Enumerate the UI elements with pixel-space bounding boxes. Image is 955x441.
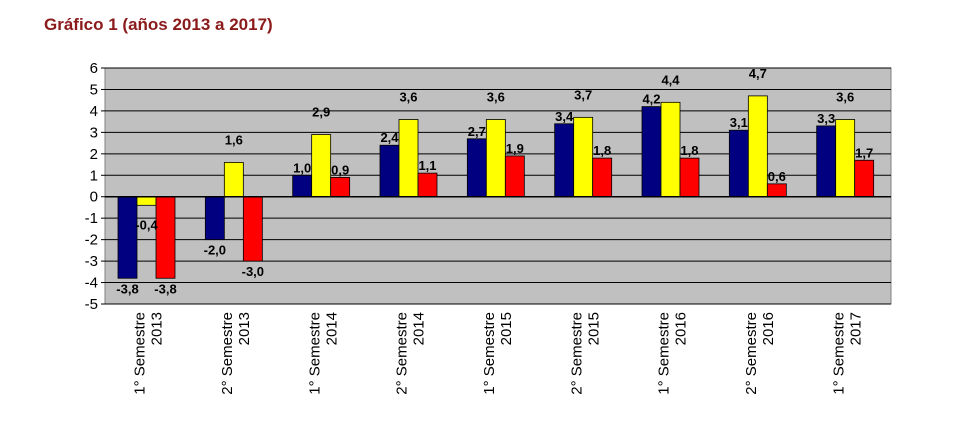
chart-title: Gráfico 1 (años 2013 a 2017) bbox=[44, 15, 273, 34]
data-label: 1,1 bbox=[418, 158, 436, 173]
bar bbox=[747, 95, 768, 198]
data-labels: -3,8 -2,0 1,0 2,4 2,7 3,4 4,2 3,1 3,3 -0,4 1,6 2,9 3… bbox=[116, 66, 873, 296]
data-label: -3,8 bbox=[116, 281, 138, 296]
bar bbox=[728, 129, 749, 198]
data-label: 3,7 bbox=[574, 87, 592, 102]
bar bbox=[292, 174, 313, 198]
y-tick-label: 0 bbox=[90, 189, 98, 206]
y-tick-label: 3 bbox=[90, 124, 98, 141]
category-line-2: 2013 bbox=[236, 312, 253, 345]
category-line-2: 2014 bbox=[411, 312, 428, 345]
data-label: 3,6 bbox=[487, 89, 505, 104]
category-line-2: 2017 bbox=[847, 312, 864, 345]
data-label: 4,7 bbox=[749, 66, 767, 81]
category-label: 1° Semestre 2015 bbox=[481, 312, 515, 395]
category-line-2: 2013 bbox=[149, 312, 166, 345]
data-label: 3,1 bbox=[730, 115, 748, 130]
y-tick-label: 6 bbox=[90, 60, 98, 77]
category-line-1: 2° Semestre bbox=[568, 312, 585, 395]
y-tick-label: -2 bbox=[85, 232, 98, 249]
bar bbox=[398, 119, 419, 198]
bar bbox=[504, 155, 525, 198]
data-label: 1,8 bbox=[593, 143, 611, 158]
bar bbox=[204, 196, 225, 241]
category-line-1: 2° Semestre bbox=[219, 312, 236, 395]
x-axis-categories: 1° Semestre 2013 2° Semestre 2013 1° Semestr… bbox=[132, 312, 865, 395]
bar bbox=[485, 119, 506, 198]
bar bbox=[641, 106, 662, 198]
y-tick-label: -5 bbox=[85, 296, 98, 313]
bar bbox=[136, 196, 157, 206]
category-line-1: 1° Semestre bbox=[481, 312, 498, 395]
bar bbox=[854, 159, 875, 198]
category-label: 1° Semestre 2014 bbox=[306, 312, 340, 395]
category-line-2: 2016 bbox=[760, 312, 777, 345]
category-label: 1° Semestre 2016 bbox=[656, 312, 690, 395]
category-label: 1° Semestre 2017 bbox=[830, 312, 864, 395]
category-line-2: 2014 bbox=[323, 312, 340, 345]
category-line-2: 2016 bbox=[673, 312, 690, 345]
category-line-1: 2° Semestre bbox=[743, 312, 760, 395]
data-label: 3,6 bbox=[836, 89, 854, 104]
bar bbox=[766, 183, 787, 198]
data-label: 4,2 bbox=[642, 92, 660, 107]
category-line-2: 2015 bbox=[498, 312, 515, 345]
y-tick-label: 5 bbox=[90, 81, 98, 98]
data-label: 1,7 bbox=[855, 145, 873, 160]
category-label: 2° Semestre 2016 bbox=[743, 312, 777, 395]
y-tick-label: -4 bbox=[85, 275, 98, 292]
category-label: 2° Semestre 2015 bbox=[568, 312, 602, 395]
data-label: 3,6 bbox=[399, 89, 417, 104]
y-tick-label: 1 bbox=[90, 167, 98, 184]
data-label: -3,0 bbox=[242, 264, 264, 279]
data-label: 1,9 bbox=[506, 141, 524, 156]
bar bbox=[379, 144, 400, 198]
y-tick-label: -1 bbox=[85, 210, 98, 227]
bar bbox=[311, 134, 332, 198]
y-tick-label: 2 bbox=[90, 146, 98, 163]
category-line-1: 1° Semestre bbox=[132, 312, 149, 395]
bar bbox=[223, 161, 244, 198]
category-label: 1° Semestre 2013 bbox=[132, 312, 166, 395]
bar bbox=[592, 157, 613, 198]
data-label: 1,8 bbox=[680, 143, 698, 158]
category-line-1: 1° Semestre bbox=[306, 312, 323, 395]
bar bbox=[554, 123, 575, 198]
category-line-1: 1° Semestre bbox=[656, 312, 673, 395]
data-label: 3,3 bbox=[817, 111, 835, 126]
bar bbox=[155, 196, 176, 279]
data-label: -0,4 bbox=[135, 217, 158, 232]
data-label: -3,8 bbox=[154, 281, 176, 296]
category-line-2: 2015 bbox=[585, 312, 602, 345]
bar bbox=[660, 101, 681, 198]
category-line-1: 2° Semestre bbox=[394, 312, 411, 395]
bar bbox=[679, 157, 700, 198]
data-label: 0,9 bbox=[331, 162, 349, 177]
bar bbox=[573, 116, 594, 198]
data-label: 2,7 bbox=[468, 124, 486, 139]
category-line-1: 1° Semestre bbox=[830, 312, 847, 395]
y-tick-label: 4 bbox=[90, 103, 98, 120]
bar bbox=[117, 196, 138, 279]
data-label: 1,6 bbox=[225, 132, 243, 147]
data-label: 1,0 bbox=[293, 160, 311, 175]
category-label: 2° Semestre 2014 bbox=[394, 312, 428, 395]
data-label: 2,4 bbox=[380, 130, 399, 145]
data-label: 2,9 bbox=[312, 105, 330, 120]
category-label: 2° Semestre 2013 bbox=[219, 312, 253, 395]
bar bbox=[330, 177, 351, 198]
bar bbox=[466, 138, 487, 198]
bar bbox=[816, 125, 837, 198]
data-label: 0,6 bbox=[768, 169, 786, 184]
data-label: 4,4 bbox=[661, 72, 680, 87]
y-axis-ticks: 6 5 4 3 2 1 0 -1 -2 -3 -4 -5 bbox=[85, 60, 105, 313]
data-label: -2,0 bbox=[204, 243, 226, 258]
y-tick-label: -3 bbox=[85, 253, 98, 270]
data-label: 3,4 bbox=[555, 109, 574, 124]
bar bbox=[417, 172, 438, 198]
bar bbox=[242, 196, 263, 262]
bars bbox=[117, 95, 875, 279]
bar bbox=[835, 119, 856, 198]
